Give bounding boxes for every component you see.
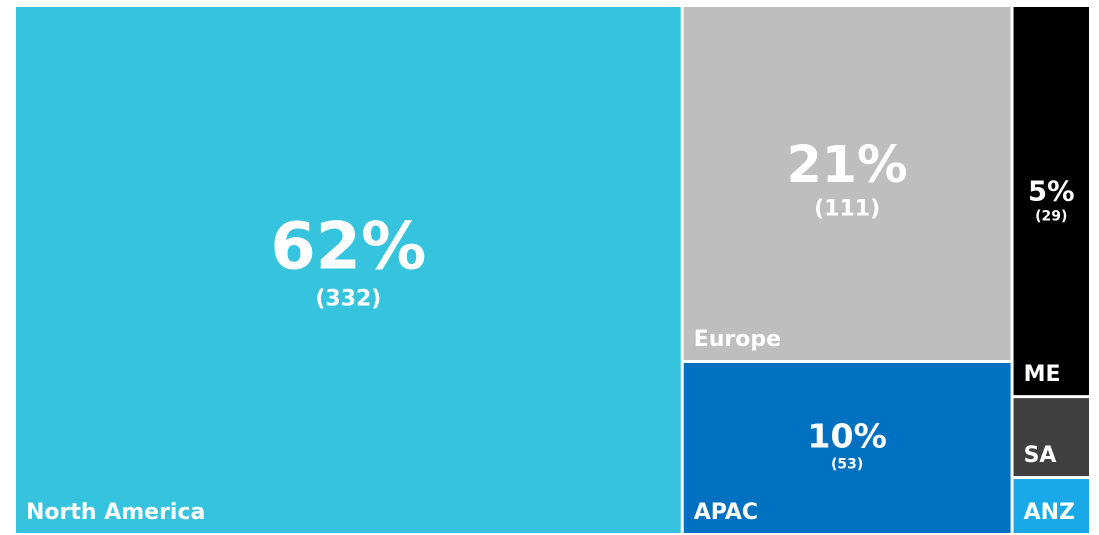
- tile: [1013, 7, 1089, 396]
- tile: [683, 7, 1011, 361]
- tile: [1013, 479, 1089, 533]
- tile-label: ME: [1024, 362, 1061, 387]
- percent-label: 21%: [787, 135, 908, 194]
- percent-label: 5%: [1028, 176, 1075, 207]
- tile-label: Europe: [694, 327, 781, 352]
- tile: [16, 7, 681, 533]
- count-label: (29): [1035, 208, 1067, 224]
- percent-label: 62%: [270, 208, 426, 284]
- percent-label: 10%: [807, 417, 886, 456]
- count-label: (332): [315, 287, 381, 312]
- tile-label: APAC: [694, 500, 758, 525]
- tile: [1013, 398, 1089, 477]
- tile-label: North America: [26, 500, 205, 525]
- count-label: (53): [831, 457, 863, 473]
- tile: [683, 363, 1011, 533]
- count-label: (111): [814, 196, 880, 221]
- tile-label: ANZ: [1024, 500, 1075, 525]
- tile-label: SA: [1024, 443, 1057, 468]
